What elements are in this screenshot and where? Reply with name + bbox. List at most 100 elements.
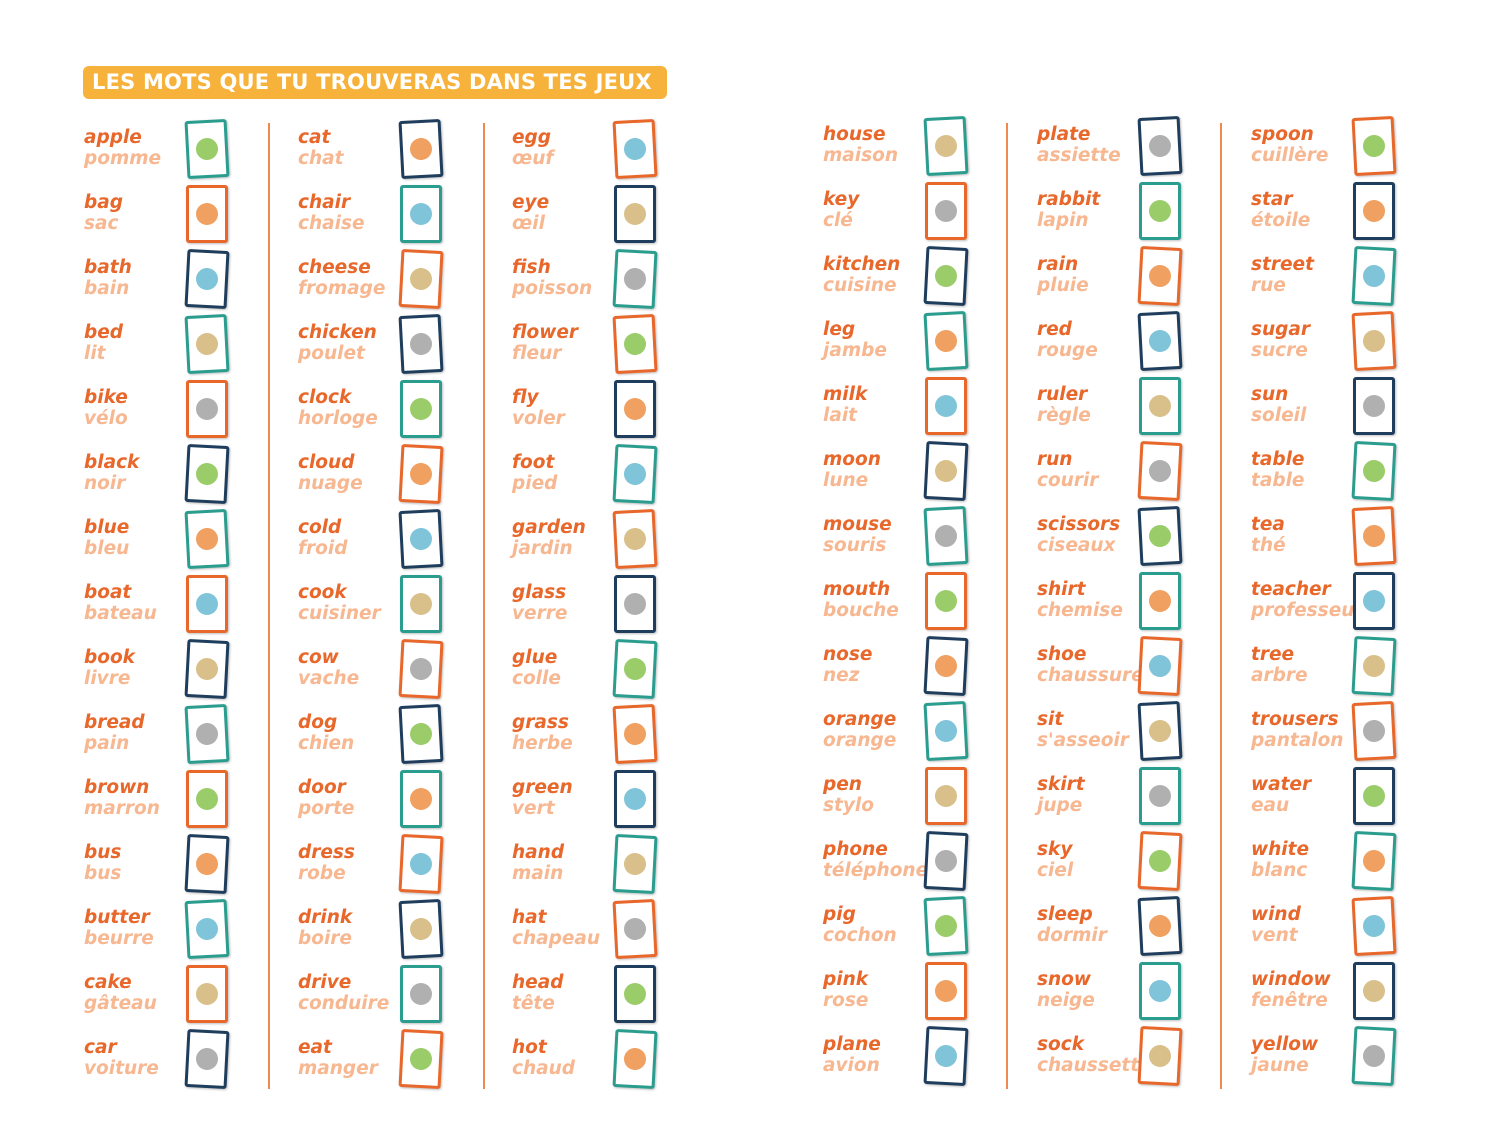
picture-card	[186, 185, 228, 243]
picture-card	[1137, 440, 1183, 502]
french-word: froid	[298, 538, 348, 559]
title-banner: LES MOTS QUE TU TROUVERAS DANS TES JEUX	[83, 66, 667, 99]
picture-card	[923, 245, 969, 307]
english-word: snow	[1037, 969, 1091, 990]
french-word: jupe	[1037, 795, 1083, 816]
picture	[623, 722, 647, 746]
picture	[195, 852, 219, 876]
picture-card	[184, 833, 230, 895]
picture	[1362, 134, 1386, 158]
picture-card	[400, 185, 442, 243]
english-word: door	[298, 777, 346, 798]
french-word: jardin	[512, 538, 573, 559]
english-word: mouse	[823, 514, 892, 535]
french-word: téléphone	[823, 860, 929, 881]
picture-card	[1137, 1025, 1183, 1087]
french-word: lune	[823, 470, 869, 491]
english-word: bed	[84, 322, 124, 343]
picture-card	[923, 1025, 969, 1087]
english-word: brown	[84, 777, 150, 798]
picture-card	[184, 703, 230, 765]
french-word: assiette	[1037, 145, 1121, 166]
english-word: window	[1251, 969, 1331, 990]
french-word: jaune	[1251, 1055, 1309, 1076]
picture-card	[1139, 182, 1181, 240]
picture	[409, 527, 433, 551]
picture	[1362, 849, 1386, 873]
english-word: phone	[823, 839, 888, 860]
picture-card	[398, 638, 444, 700]
picture-card	[1351, 895, 1397, 957]
english-word: street	[1251, 254, 1314, 275]
picture-card	[398, 118, 444, 180]
picture-card	[925, 182, 967, 240]
picture	[1362, 719, 1386, 743]
french-word: règle	[1037, 405, 1091, 426]
picture	[196, 398, 218, 420]
french-word: cochon	[823, 925, 897, 946]
picture-card	[614, 575, 656, 633]
french-word: conduire	[298, 993, 390, 1014]
picture	[934, 1044, 958, 1068]
french-word: ciel	[1037, 860, 1074, 881]
english-word: boat	[84, 582, 132, 603]
picture	[1148, 914, 1172, 938]
picture	[409, 1047, 433, 1071]
picture	[1148, 134, 1172, 158]
picture	[195, 462, 219, 486]
english-word: orange	[823, 709, 897, 730]
english-word: black	[84, 452, 140, 473]
english-word: house	[823, 124, 886, 145]
french-word: nuage	[298, 473, 363, 494]
english-word: key	[823, 189, 860, 210]
french-word: thé	[1251, 535, 1286, 556]
french-word: cuisine	[823, 275, 897, 296]
english-word: head	[512, 972, 564, 993]
picture	[195, 137, 219, 161]
picture	[934, 329, 958, 353]
french-word: beurre	[84, 928, 154, 949]
picture-card	[612, 248, 658, 310]
french-word: voler	[512, 408, 565, 429]
picture	[1362, 654, 1386, 678]
picture-card	[923, 700, 969, 762]
picture-card	[1353, 962, 1395, 1020]
english-word: wind	[1251, 904, 1301, 925]
english-word: drink	[298, 907, 353, 928]
picture-card	[1351, 310, 1397, 372]
picture-card	[1353, 377, 1395, 435]
french-word: courir	[1037, 470, 1099, 491]
picture-card	[184, 248, 230, 310]
english-word: clock	[298, 387, 352, 408]
picture	[935, 395, 957, 417]
picture	[196, 203, 218, 225]
picture-card	[1351, 1025, 1397, 1087]
picture	[934, 914, 958, 938]
picture-card	[1353, 767, 1395, 825]
english-word: bag	[84, 192, 123, 213]
picture	[935, 980, 957, 1002]
french-word: étoile	[1251, 210, 1311, 231]
picture-card	[186, 770, 228, 828]
picture-card	[923, 635, 969, 697]
picture-card	[612, 443, 658, 505]
divider	[1006, 123, 1008, 1089]
picture	[934, 264, 958, 288]
picture	[623, 462, 647, 486]
french-word: rose	[823, 990, 869, 1011]
english-word: star	[1251, 189, 1293, 210]
french-word: eau	[1251, 795, 1290, 816]
picture	[410, 983, 432, 1005]
english-word: cat	[298, 127, 331, 148]
picture-card	[612, 1028, 658, 1090]
picture	[410, 593, 432, 615]
french-word: table	[1251, 470, 1305, 491]
english-word: moon	[823, 449, 881, 470]
picture	[409, 722, 433, 746]
english-word: apple	[84, 127, 142, 148]
english-word: pink	[823, 969, 869, 990]
picture	[195, 917, 219, 941]
divider	[1220, 123, 1222, 1089]
picture-card	[400, 380, 442, 438]
french-word: cuillère	[1251, 145, 1329, 166]
